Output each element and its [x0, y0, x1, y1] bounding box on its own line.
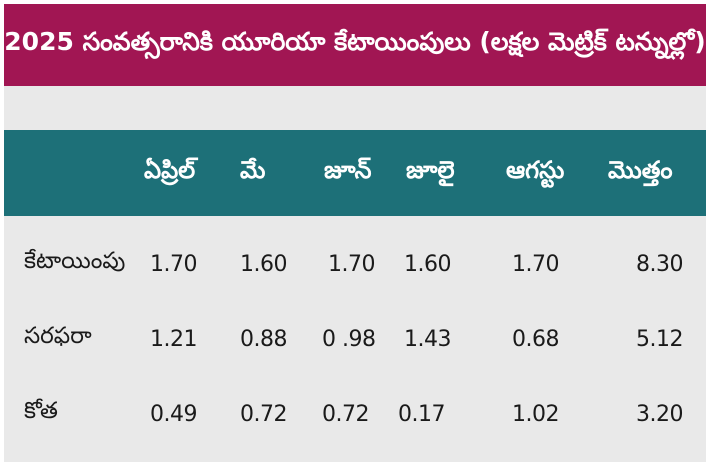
cell-may: 1.60 [240, 251, 287, 277]
cell-june: 0.72 [322, 401, 369, 427]
cell-total: 3.20 [636, 401, 683, 427]
spacer-band [4, 86, 706, 130]
cell-july: 1.43 [404, 326, 451, 352]
column-header-june: జూన్ [324, 156, 372, 184]
cell-april: 0.49 [150, 401, 197, 427]
cell-may: 0.88 [240, 326, 287, 352]
cell-july: 1.60 [404, 251, 451, 277]
column-header-total: మొత్తం [608, 156, 673, 184]
row-label: సరఫరా [24, 323, 92, 349]
row-label: కోత [24, 398, 58, 424]
column-header-may: మే [240, 156, 266, 184]
table-row-cut: కోత 0.49 0.72 0.72 0.17 1.02 3.20 [4, 379, 706, 449]
urea-allocation-table: 2025 సంవత్సరానికి యూరియా కేటాయింపులు (లక… [4, 4, 706, 462]
row-label: కేటాయింపు [24, 248, 126, 274]
cell-june: 1.70 [328, 251, 375, 277]
month-header-row: ఏప్రిల్ మే జూన్ జూలై ఆగస్టు మొత్తం [4, 130, 706, 216]
cell-total: 8.30 [636, 251, 683, 277]
cell-april: 1.21 [150, 326, 197, 352]
cell-may: 0.72 [240, 401, 287, 427]
column-header-august: ఆగస్టు [506, 156, 565, 184]
cell-august: 1.02 [512, 401, 559, 427]
cell-august: 0.68 [512, 326, 559, 352]
cell-june: 0 .98 [322, 326, 376, 352]
table-row-supply: సరఫరా 1.21 0.88 0 .98 1.43 0.68 5.12 [4, 304, 706, 374]
cell-total: 5.12 [636, 326, 683, 352]
cell-april: 1.70 [150, 251, 197, 277]
table-title: 2025 సంవత్సరానికి యూరియా కేటాయింపులు (లక… [4, 4, 706, 86]
table-row-allocation: కేటాయింపు 1.70 1.60 1.70 1.60 1.70 8.30 [4, 229, 706, 299]
column-header-april: ఏప్రిల్ [144, 156, 196, 184]
cell-august: 1.70 [512, 251, 559, 277]
cell-july: 0.17 [398, 401, 445, 427]
column-header-july: జూలై [406, 156, 455, 184]
